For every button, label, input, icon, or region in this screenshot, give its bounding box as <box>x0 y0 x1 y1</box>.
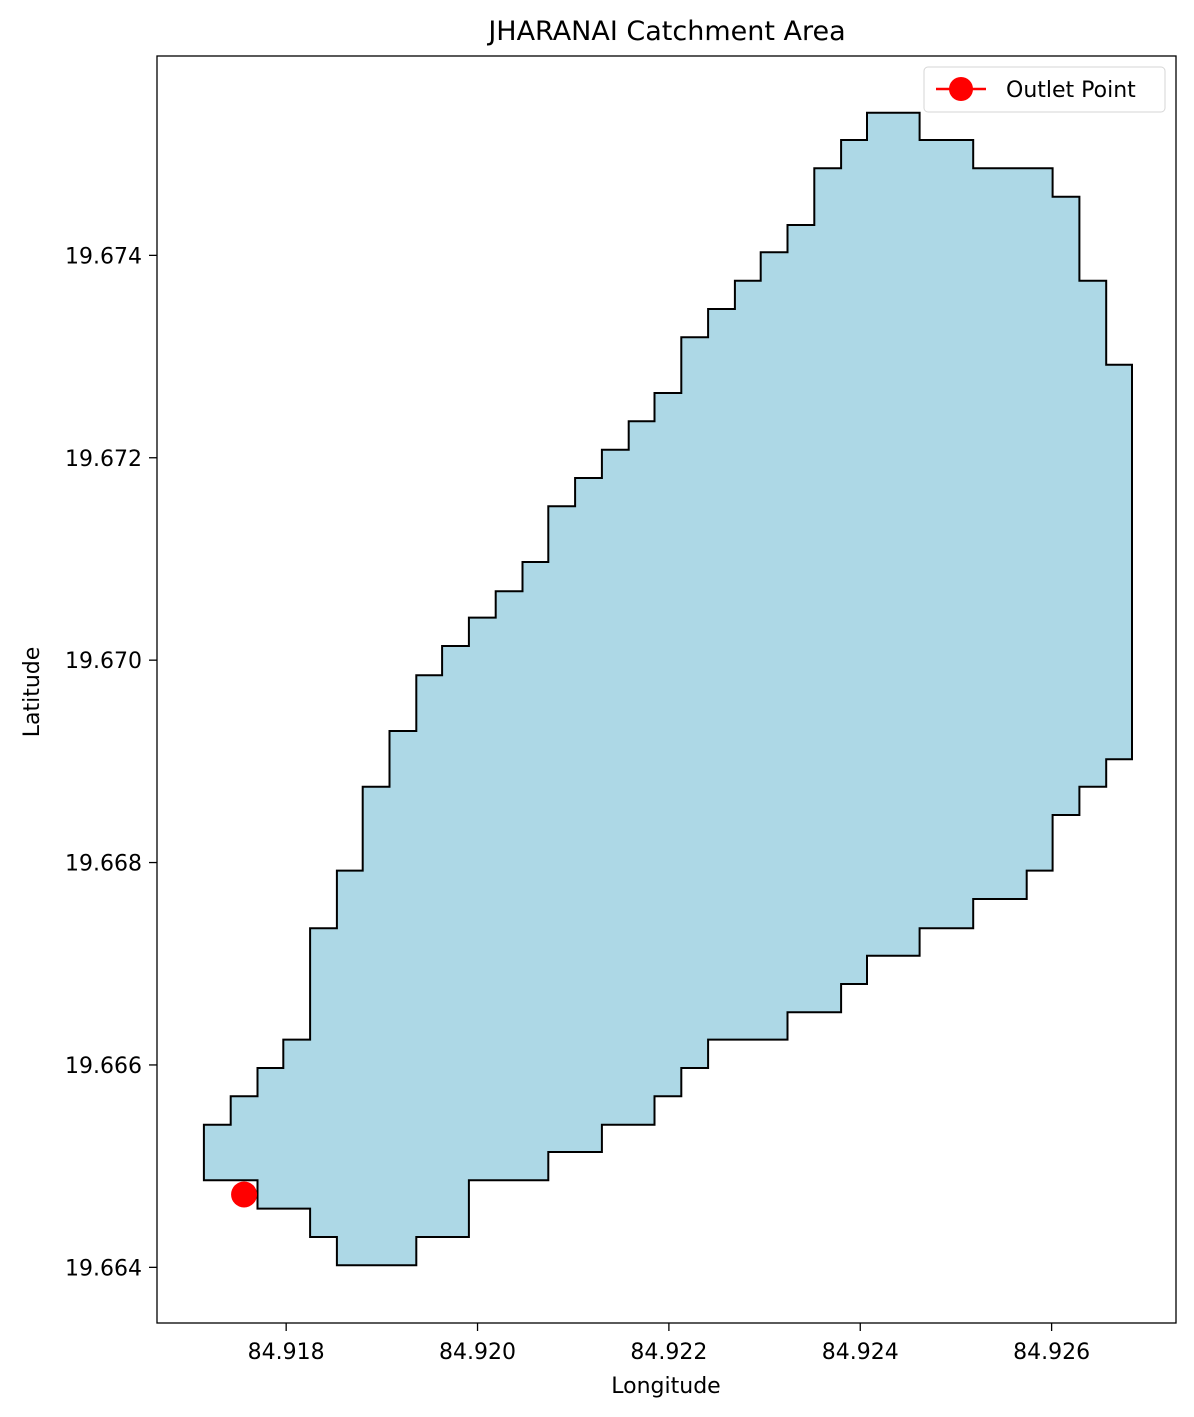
y-axis-ticks: 19.664 19.666 19.668 19.670 19.672 19.674 <box>65 244 157 1281</box>
legend-label: Outlet Point <box>1006 78 1136 103</box>
legend-box <box>923 66 1166 113</box>
y-tick-label: 19.668 <box>65 852 142 877</box>
x-tick-label: 84.922 <box>630 1340 707 1365</box>
outlet-point-marker <box>231 1181 258 1208</box>
x-tick-label: 84.918 <box>248 1340 325 1365</box>
y-axis-title: Latitude <box>20 647 45 738</box>
catchment-layer <box>202 111 1133 1267</box>
y-tick-label: 19.670 <box>65 649 142 674</box>
y-tick-label: 19.664 <box>65 1256 142 1281</box>
chart-title: JHARANAI Catchment Area <box>486 16 845 47</box>
x-axis-ticks: 84.918 84.920 84.922 84.924 84.926 <box>248 1323 1090 1365</box>
x-tick-label: 84.924 <box>822 1340 899 1365</box>
catchment-polygon <box>202 111 1133 1267</box>
y-tick-label: 19.666 <box>65 1054 142 1079</box>
x-axis-title: Longitude <box>611 1374 720 1399</box>
y-tick-label: 19.672 <box>65 447 142 472</box>
outlet-layer <box>231 1181 258 1208</box>
x-tick-label: 84.926 <box>1013 1340 1090 1365</box>
y-tick-label: 19.674 <box>65 244 142 269</box>
x-tick-label: 84.920 <box>439 1340 516 1365</box>
legend: Outlet Point <box>923 66 1166 113</box>
legend-dot-marker <box>949 77 973 101</box>
plot-frame <box>156 55 1177 1324</box>
